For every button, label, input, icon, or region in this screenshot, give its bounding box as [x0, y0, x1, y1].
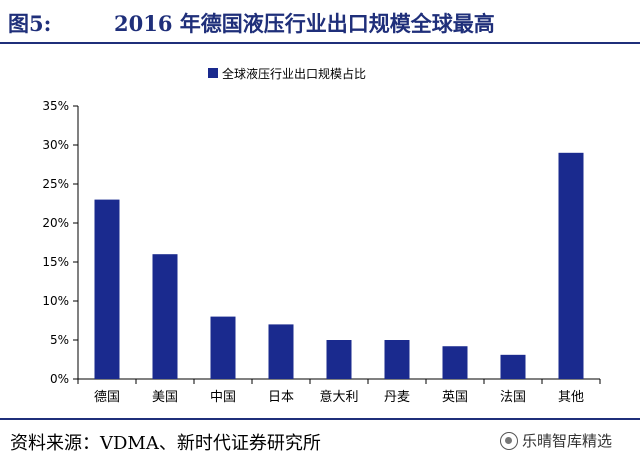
legend-label: 全球液压行业出口规模占比	[222, 66, 366, 81]
x-tick-label: 法国	[500, 390, 526, 405]
watermark: 乐晴智库精选	[500, 430, 612, 451]
y-tick-label: 35%	[42, 99, 69, 113]
y-tick-label: 10%	[42, 294, 69, 308]
figure-header: 图5: 2016 年德国液压行业出口规模全球最高	[0, 0, 640, 44]
bar-chart: 0% 5% 10% 15% 20% 25% 30% 35% 德国 美国 中国 日本 意大利 丹麦 英国 法国 其…	[42, 66, 601, 405]
y-tick-label: 25%	[42, 177, 69, 191]
bar	[268, 324, 294, 379]
bar	[326, 340, 352, 379]
y-tick-label: 5%	[50, 333, 69, 347]
y-tick-label: 0%	[50, 372, 69, 386]
bar	[384, 340, 410, 379]
figure-label: 图5:	[8, 11, 52, 36]
bar	[210, 316, 236, 379]
wechat-icon	[500, 431, 518, 450]
legend-swatch	[208, 68, 218, 78]
x-tick-label: 意大利	[319, 389, 358, 405]
x-tick-label: 丹麦	[384, 390, 410, 405]
source-note: 资料来源：VDMA、新时代证券研究所	[10, 433, 321, 454]
y-tick-label: 20%	[42, 216, 69, 230]
x-tick-label: 英国	[442, 390, 468, 405]
bar	[500, 354, 526, 379]
x-tick-label: 中国	[210, 390, 236, 405]
y-tick-label: 30%	[42, 138, 69, 152]
x-tick-label: 其他	[558, 390, 584, 405]
watermark-text: 乐晴智库精选	[522, 432, 613, 450]
bar	[558, 152, 584, 379]
bar	[94, 199, 120, 379]
y-tick-label: 15%	[42, 255, 69, 269]
figure-title: 2016 年德国液压行业出口规模全球最高	[114, 11, 495, 36]
figure-footer: 资料来源：VDMA、新时代证券研究所 乐晴智库精选	[0, 418, 640, 465]
bar	[152, 254, 178, 379]
x-tick-label: 美国	[152, 390, 178, 405]
x-tick-label: 日本	[268, 390, 294, 405]
bar	[442, 346, 468, 379]
x-tick-label: 德国	[94, 390, 120, 405]
